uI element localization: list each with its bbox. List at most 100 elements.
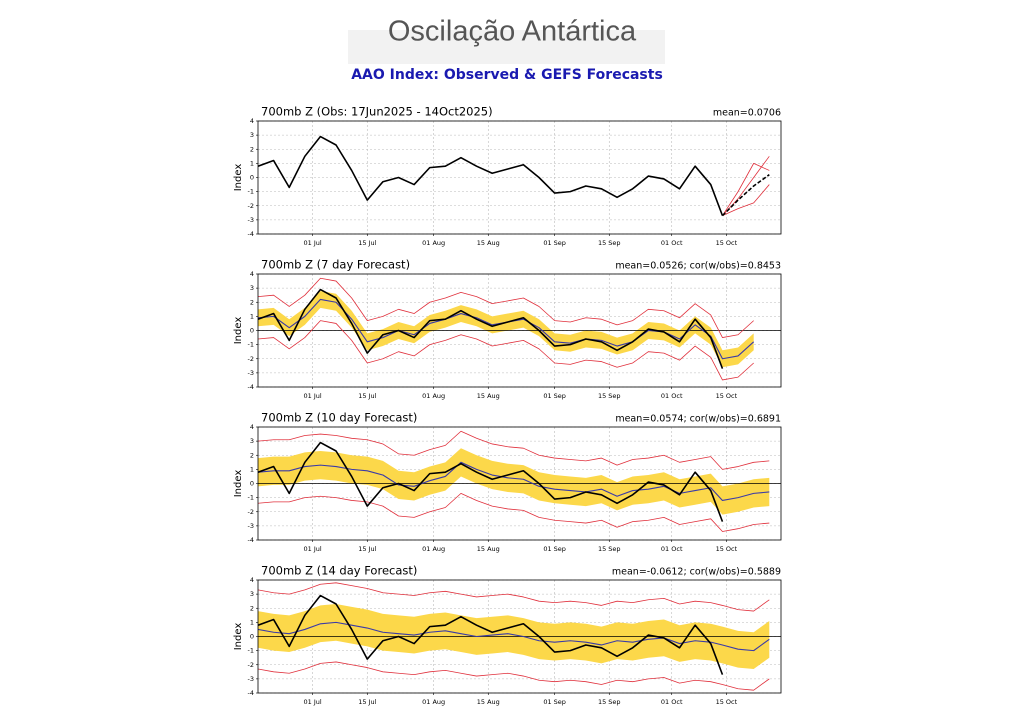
page-title: Oscilação Antártica [388, 16, 637, 48]
x-tick-label: 01 Sep [543, 545, 566, 553]
x-tick-label: 15 Sep [598, 698, 621, 706]
y-tick-label: -1 [248, 494, 254, 502]
y-axis-label: Index [233, 623, 244, 651]
panel-annotation: mean=-0.0612; cor(w/obs)=0.5889 [612, 567, 781, 578]
x-tick-label: 01 Oct [661, 545, 683, 553]
x-tick-label: 01 Jul [304, 239, 322, 247]
x-tick-label: 15 Oct [716, 239, 738, 247]
x-tick-label: 15 Aug [477, 545, 500, 553]
y-tick-label: 0 [250, 480, 254, 488]
y-tick-label: 4 [250, 117, 254, 125]
x-tick-label: 15 Oct [716, 698, 738, 706]
x-tick-label: 01 Oct [661, 392, 683, 400]
plot-frame [257, 273, 782, 388]
y-tick-label: -1 [248, 188, 254, 196]
y-tick-label: 0 [250, 633, 254, 641]
y-tick-label: 1 [250, 465, 254, 473]
y-tick-label: -2 [248, 202, 254, 210]
y-tick-label: 0 [250, 327, 254, 335]
y-tick-label: -3 [248, 216, 254, 224]
x-tick-label: 15 Aug [477, 698, 500, 706]
y-tick-label: -2 [248, 508, 254, 516]
y-tick-label: 1 [250, 312, 254, 320]
panel-title: 700mb Z (Obs: 17Jun2025 - 14Oct2025) [261, 105, 493, 119]
y-tick-label: -1 [248, 341, 254, 349]
series-line [722, 156, 770, 216]
series-line [258, 661, 770, 691]
x-tick-label: 01 Aug [422, 698, 445, 706]
x-tick-label: 01 Jul [304, 545, 322, 553]
y-tick-label: 3 [250, 437, 254, 445]
y-tick-label: 4 [250, 576, 254, 584]
series-line [722, 162, 770, 216]
x-tick-label: 01 Oct [661, 239, 683, 247]
spread-band [258, 448, 770, 515]
plot-frame [257, 426, 782, 541]
series-line [721, 174, 770, 217]
spread-band [258, 290, 754, 368]
panel-annotation: mean=0.0574; cor(w/obs)=0.6891 [615, 414, 781, 425]
x-tick-label: 01 Sep [543, 392, 566, 400]
x-tick-label: 01 Sep [543, 698, 566, 706]
series-line [258, 461, 770, 501]
x-tick-label: 15 Oct [716, 392, 738, 400]
y-tick-label: 2 [250, 298, 254, 306]
series-line [722, 184, 770, 217]
y-tick-label: -2 [248, 661, 254, 669]
series-line [258, 441, 724, 522]
x-tick-label: 15 Aug [477, 392, 500, 400]
x-tick-label: 15 Jul [358, 392, 376, 400]
x-tick-label: 01 Aug [422, 239, 445, 247]
y-tick-label: 3 [250, 131, 254, 139]
x-tick-label: 01 Jul [304, 392, 322, 400]
x-tick-label: 01 Jul [304, 698, 322, 706]
y-tick-label: 4 [250, 423, 254, 431]
panel-title: 700mb Z (7 day Forecast) [261, 258, 410, 272]
series-line [258, 288, 724, 369]
series-line [258, 594, 724, 675]
y-tick-label: 1 [250, 159, 254, 167]
x-tick-label: 15 Jul [358, 239, 376, 247]
panel-title: 700mb Z (14 day Forecast) [261, 564, 417, 578]
x-tick-label: 15 Jul [358, 698, 376, 706]
x-tick-label: 15 Sep [598, 392, 621, 400]
y-tick-label: -3 [248, 522, 254, 530]
page-subtitle: AAO Index: Observed & GEFS Forecasts [351, 67, 663, 83]
y-tick-label: 4 [250, 270, 254, 278]
x-tick-label: 15 Aug [477, 239, 500, 247]
series-line [258, 621, 770, 652]
y-tick-label: 1 [250, 618, 254, 626]
panel-annotation: mean=0.0526; cor(w/obs)=0.8453 [615, 261, 781, 272]
x-tick-label: 15 Jul [358, 545, 376, 553]
plot-frame [257, 579, 782, 694]
x-tick-label: 15 Sep [598, 545, 621, 553]
y-axis-label: Index [233, 470, 244, 498]
x-tick-label: 01 Aug [422, 392, 445, 400]
y-tick-label: -3 [248, 369, 254, 377]
x-tick-label: 01 Sep [543, 239, 566, 247]
y-tick-label: 3 [250, 284, 254, 292]
y-tick-label: 2 [250, 145, 254, 153]
y-tick-label: 0 [250, 174, 254, 182]
plot-area [258, 277, 781, 381]
y-axis-label: Index [233, 164, 244, 192]
series-line [258, 492, 770, 532]
y-tick-label: -4 [248, 383, 254, 391]
series-line [258, 582, 770, 612]
y-tick-label: -3 [248, 675, 254, 683]
x-tick-label: 15 Sep [598, 239, 621, 247]
y-tick-label: -2 [248, 355, 254, 363]
panel-title: 700mb Z (10 day Forecast) [261, 411, 417, 425]
y-tick-label: -1 [248, 647, 254, 655]
y-tick-label: 3 [250, 590, 254, 598]
x-tick-label: 01 Oct [661, 698, 683, 706]
y-tick-label: 2 [250, 451, 254, 459]
plot-area [258, 430, 781, 532]
panel-annotation: mean=0.0706 [713, 108, 781, 119]
plot-area [258, 582, 781, 691]
series-line [258, 135, 724, 216]
series-line [258, 430, 770, 470]
plot-frame [257, 120, 782, 235]
y-tick-label: -4 [248, 689, 254, 697]
